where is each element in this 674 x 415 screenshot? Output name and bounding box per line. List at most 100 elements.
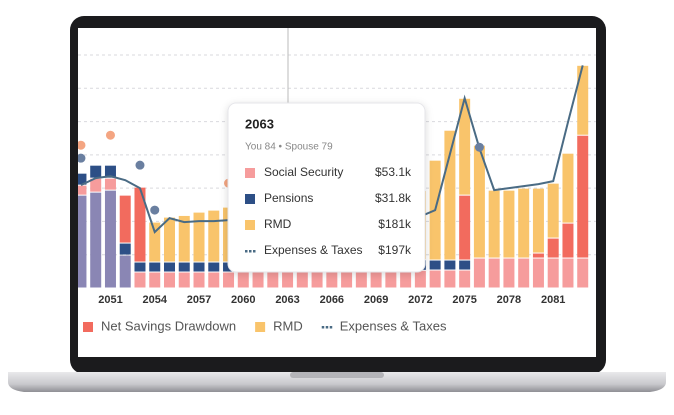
bar-segment <box>370 270 382 288</box>
bar-segment <box>104 165 116 178</box>
tooltip-swatch <box>245 250 248 253</box>
bar-segment <box>193 262 205 272</box>
bar-segment <box>90 192 102 288</box>
bar-segment <box>532 188 544 253</box>
bar-segment <box>78 173 87 185</box>
bar-segment <box>208 262 220 272</box>
event-dot <box>78 140 86 150</box>
tooltip-swatch <box>245 194 255 204</box>
bar-segment <box>562 153 574 223</box>
laptop-base <box>8 372 666 392</box>
x-tick-label: 2075 <box>452 294 476 306</box>
x-tick-label: 2057 <box>187 294 211 306</box>
event-dot <box>105 130 115 140</box>
bar-segment <box>149 272 161 288</box>
bar-segment <box>193 272 205 288</box>
bar-segment <box>134 262 146 272</box>
bar-segment <box>429 260 441 270</box>
bar-segment <box>459 98 471 195</box>
x-tick-label: 2069 <box>364 294 388 306</box>
bar-segment <box>178 215 190 262</box>
bar-segment <box>163 217 175 262</box>
bar-segment <box>104 190 116 288</box>
event-dot <box>474 142 484 152</box>
bar-segment <box>577 135 589 258</box>
bar-segment <box>355 270 367 288</box>
tooltip-label: Social Security <box>264 165 343 179</box>
tooltip-label: Expenses & Taxes <box>264 243 363 257</box>
bar-segment <box>547 238 559 258</box>
bar-segment <box>237 270 249 288</box>
bar-segment <box>385 270 397 288</box>
bar-segment <box>444 130 456 260</box>
laptop-notch <box>290 372 384 378</box>
bar-segment <box>90 178 102 192</box>
tooltip: 2063 You 84 • Spouse 79 Social Security $53… <box>227 102 426 273</box>
legend-swatch <box>321 326 325 329</box>
x-tick-label: 2054 <box>142 294 167 306</box>
bar-segment <box>78 185 87 195</box>
bar-segment <box>282 270 294 288</box>
bar-segment <box>532 253 544 258</box>
bar-segment <box>119 243 131 255</box>
bar-segment <box>178 272 190 288</box>
bar-segment <box>459 260 471 270</box>
x-tick-label: 2063 <box>275 294 299 306</box>
event-dot <box>150 205 160 215</box>
bar-segment <box>134 187 146 262</box>
bar-segment <box>547 258 559 288</box>
tooltip-value: $197k <box>378 243 412 257</box>
bar-segment <box>208 210 220 262</box>
legend: Net Savings Drawdown RMD Expenses & Taxes <box>83 318 447 333</box>
tooltip-value: $53.1k <box>375 165 412 179</box>
bar-segment <box>459 195 471 260</box>
bar-segment <box>163 262 175 272</box>
bar-segment <box>223 272 235 288</box>
bar-segment <box>149 222 161 262</box>
bar-segment <box>178 262 190 272</box>
bar-segment <box>341 270 353 288</box>
legend-swatch <box>255 322 266 332</box>
bar-segment <box>562 223 574 258</box>
legend-label: RMD <box>273 318 303 333</box>
legend-label: Net Savings Drawdown <box>101 318 236 333</box>
bar-segment <box>562 258 574 288</box>
bar-segment <box>414 270 426 288</box>
bar-segment <box>119 255 131 288</box>
bar-segment <box>532 258 544 288</box>
bar-segment <box>547 183 559 238</box>
legend-swatch <box>329 326 333 329</box>
legend-label: Expenses & Taxes <box>340 318 447 333</box>
x-tick-label: 2081 <box>541 294 565 306</box>
bar-segment <box>311 270 323 288</box>
bar-segment <box>252 270 264 288</box>
bar-segment <box>90 165 102 178</box>
tooltip-swatch <box>245 220 255 230</box>
bar-segment <box>503 190 515 258</box>
bar-segment <box>444 270 456 288</box>
tooltip-value: $31.8k <box>375 191 412 205</box>
bar-segment <box>488 258 500 288</box>
tooltip-swatch <box>249 250 252 253</box>
bar-segment <box>488 190 500 258</box>
bar-segment <box>134 272 146 288</box>
tooltip-label: Pensions <box>264 191 313 205</box>
event-dot <box>78 153 86 163</box>
x-tick-label: 2072 <box>408 294 432 306</box>
bar-segment <box>400 270 412 288</box>
bar-segment <box>518 258 530 288</box>
tooltip-subtitle: You 84 • Spouse 79 <box>245 142 333 153</box>
bar-segment <box>104 178 116 190</box>
tooltip-title: 2063 <box>245 116 274 131</box>
bar-segment <box>577 65 589 135</box>
tooltip-swatch <box>245 168 255 178</box>
bar-segment <box>78 195 87 288</box>
bar-segment <box>459 270 471 288</box>
bar-segment <box>429 270 441 288</box>
bar-segment <box>267 270 279 288</box>
bar-segment <box>296 270 308 288</box>
x-tick-label: 2078 <box>497 294 521 306</box>
x-tick-label: 2060 <box>231 294 255 306</box>
tooltip-label: RMD <box>264 217 292 231</box>
bar-segment <box>473 145 485 258</box>
